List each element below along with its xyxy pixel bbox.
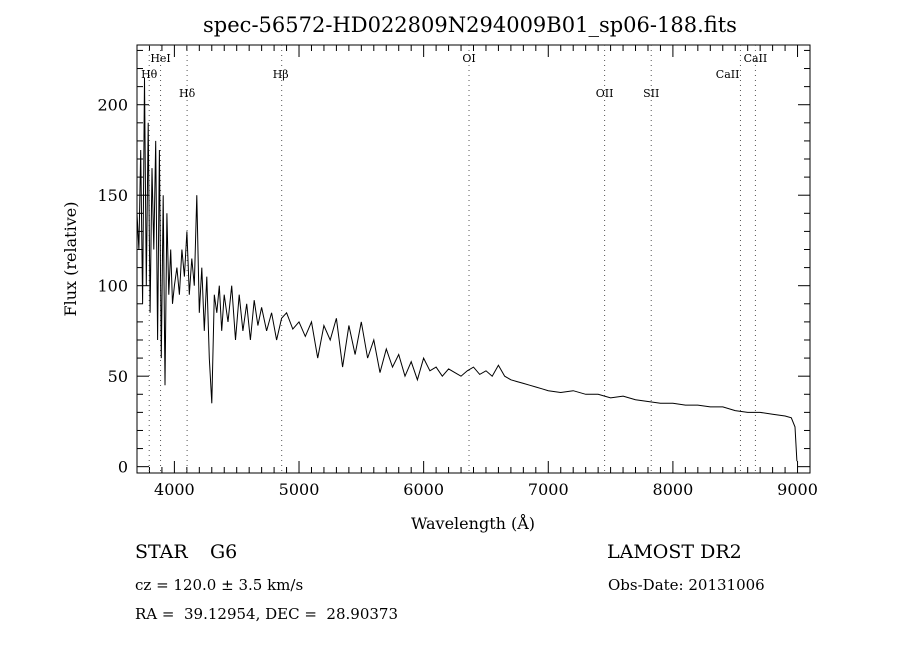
spectral-line-label: OII (596, 87, 614, 100)
plot-frame (136, 44, 811, 474)
spectrum-line (136, 77, 798, 462)
y-tick-label: 150 (97, 186, 128, 205)
subclass: G6 (210, 541, 238, 563)
object-type: STAR (135, 541, 188, 563)
x-tick-label: 8000 (653, 480, 694, 499)
spectral-line-label: SII (643, 87, 659, 100)
chart-title: spec-56572-HD022809N294009B01_sp06-188.f… (203, 13, 737, 37)
spectral-line-label: OI (462, 52, 475, 65)
coordinates: RA = 39.12954, DEC = 28.90373 (135, 605, 399, 623)
x-tick-label: 6000 (403, 480, 444, 499)
redshift: cz = 120.0 ± 3.5 km/s (135, 576, 304, 594)
spectral-line-label: Hθ (141, 68, 158, 81)
x-axis-label: Wavelength (Å) (411, 513, 535, 533)
x-tick-label: 5000 (279, 480, 320, 499)
spectral-line-label: Hβ (273, 68, 289, 81)
spectral-line-label: Hδ (179, 87, 196, 100)
obs-date: Obs-Date: 20131006 (608, 576, 765, 594)
x-tick-label: 9000 (777, 480, 818, 499)
x-tick-label: 4000 (154, 480, 195, 499)
spectrum-plot: spec-56572-HD022809N294009B01_sp06-188.f… (61, 13, 818, 533)
y-tick-label: 200 (97, 96, 128, 115)
x-tick-label: 7000 (528, 480, 569, 499)
y-tick-label: 50 (108, 367, 128, 386)
spectral-line-label: CaII (744, 52, 768, 65)
survey-label: LAMOST DR2 (607, 541, 742, 563)
spectral-line-label: HeI (150, 52, 170, 65)
y-tick-label: 100 (97, 277, 128, 296)
y-axis-label: Flux (relative) (61, 202, 80, 317)
spectral-line-label: CaII (716, 68, 740, 81)
y-tick-label: 0 (118, 458, 128, 477)
